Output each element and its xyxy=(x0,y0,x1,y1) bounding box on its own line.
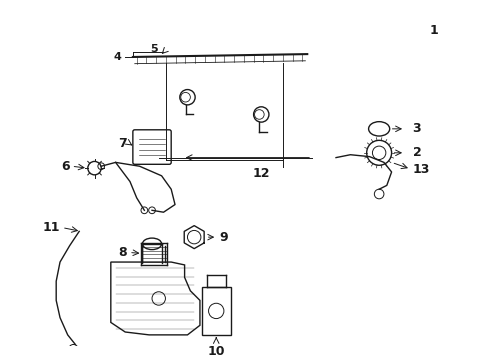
Text: 12: 12 xyxy=(252,167,269,180)
Text: 5: 5 xyxy=(150,44,158,54)
Text: 11: 11 xyxy=(42,221,60,234)
Text: 4: 4 xyxy=(113,52,121,62)
Text: 1: 1 xyxy=(429,24,438,37)
Text: 13: 13 xyxy=(412,163,429,176)
Text: 2: 2 xyxy=(412,146,421,159)
Text: 8: 8 xyxy=(118,246,127,259)
Text: 7: 7 xyxy=(118,137,127,150)
Text: 10: 10 xyxy=(207,346,224,359)
Text: 3: 3 xyxy=(412,122,421,135)
Bar xyxy=(202,287,230,335)
Text: 9: 9 xyxy=(219,231,227,244)
Text: 6: 6 xyxy=(61,160,69,173)
